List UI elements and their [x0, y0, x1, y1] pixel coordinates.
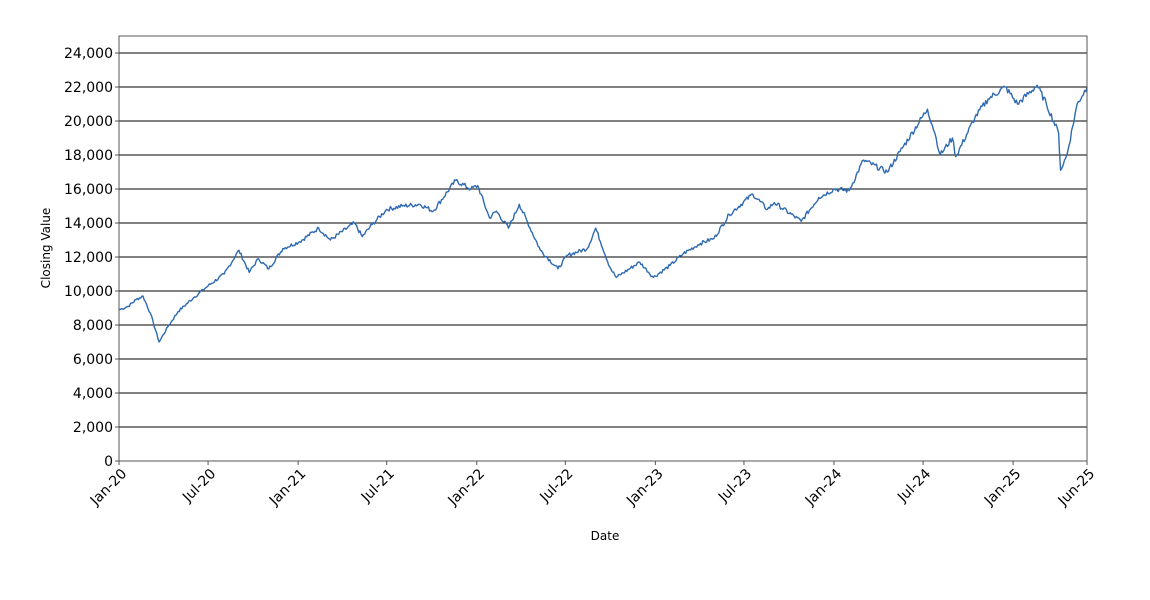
y-tick-label: 24,000 — [64, 46, 113, 62]
gridlines — [119, 52, 1087, 428]
x-tick-label: Jul-24 — [894, 466, 934, 506]
x-tick-label: Jan-23 — [623, 466, 666, 509]
x-axis: Jan-20 Jul-20 Jan-21 Jul-21 Jan-22 Jul-22 Jan-… — [87, 461, 1098, 510]
y-tick-label: 0 — [104, 454, 113, 470]
y-tick-label: 16,000 — [64, 182, 113, 198]
x-tick-label: Jul-20 — [179, 466, 219, 506]
x-tick-label: Jul-23 — [715, 466, 755, 506]
y-tick-label: 10,000 — [64, 284, 113, 300]
x-tick-label: Jul-22 — [536, 466, 576, 506]
y-axis: 0 2,000 4,000 6,000 8,000 10,000 12,000 14,000 1… — [64, 46, 119, 470]
y-tick-label: 6,000 — [73, 352, 113, 368]
y-tick-label: 12,000 — [64, 250, 113, 266]
y-tick-label: 8,000 — [73, 318, 113, 334]
x-tick-label: Jul-21 — [358, 466, 398, 506]
x-tick-label: Jan-20 — [87, 466, 130, 509]
plot-area-frame — [118, 35, 1088, 462]
y-tick-label: 18,000 — [64, 148, 113, 164]
y-tick-label: 2,000 — [73, 420, 113, 436]
y-tick-label: 20,000 — [64, 114, 113, 130]
x-tick-label: Jan-24 — [802, 466, 846, 510]
x-tick-label: Jan-21 — [266, 466, 309, 509]
x-axis-title: Date — [591, 529, 620, 543]
y-axis-title: Closing Value — [39, 208, 53, 289]
x-tick-label: Jan-25 — [981, 466, 1024, 509]
x-tick-label: Jan-22 — [445, 466, 488, 509]
y-tick-label: 14,000 — [64, 216, 113, 232]
y-tick-label: 22,000 — [64, 80, 113, 96]
y-tick-label: 4,000 — [73, 386, 113, 402]
series-line-closing-value — [119, 84, 1088, 343]
x-tick-label: Jun-25 — [1055, 466, 1099, 510]
series-layer — [119, 84, 1088, 343]
